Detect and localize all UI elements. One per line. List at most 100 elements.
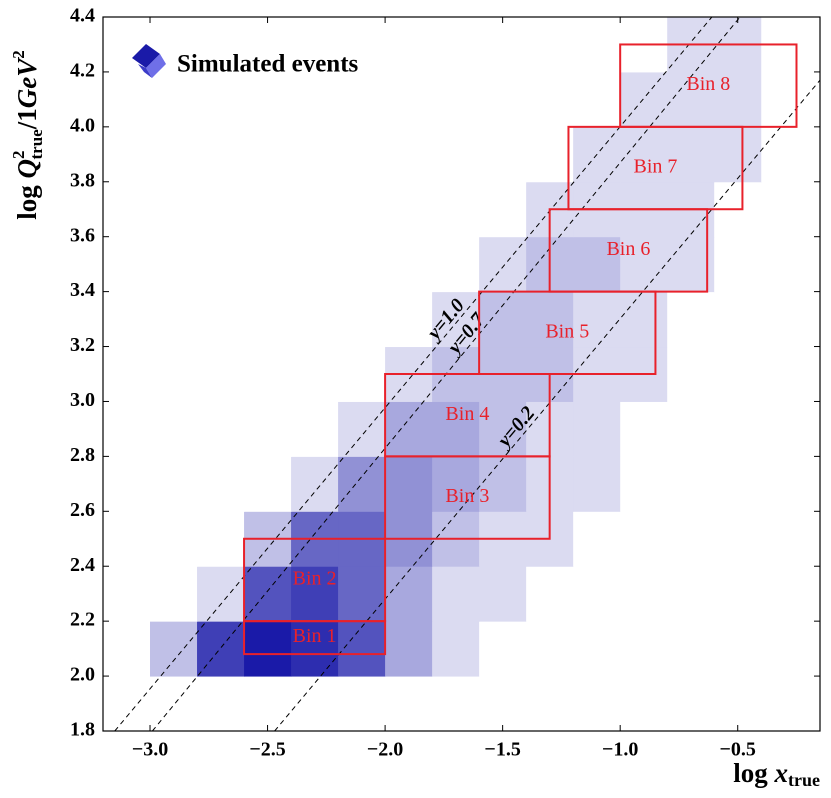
x-axis-label-part: true (788, 770, 820, 790)
heatmap-cell (432, 236, 480, 293)
heatmap-cell (197, 401, 245, 457)
heatmap-cell (761, 181, 809, 238)
heatmap-cell (479, 126, 527, 183)
heatmap-cell (385, 456, 433, 512)
heatmap-cell (338, 456, 386, 512)
y-tick-label: 4.4 (70, 5, 95, 27)
heatmap-cell (526, 17, 574, 73)
heatmap-cell (761, 291, 809, 348)
x-axis-label-part: x (774, 758, 789, 788)
heatmap-cell (620, 126, 668, 183)
heatmap-cell (150, 621, 198, 677)
heatmap-cell (432, 456, 480, 512)
heatmap-cell (244, 456, 292, 512)
heatmap-cell (526, 566, 574, 622)
heatmap-cell (667, 566, 715, 622)
heatmap-cell (620, 71, 668, 128)
heatmap-cell (150, 181, 198, 238)
heatmap-cell (338, 401, 386, 457)
heatmap-cell (620, 566, 668, 622)
x-axis-label-part: log (733, 758, 774, 788)
heatmap-cell (479, 401, 527, 457)
y-tick-label: 3.6 (70, 224, 95, 246)
x-tick-label: −3.0 (132, 739, 168, 761)
y-tick-label: 2.6 (70, 499, 95, 521)
heatmap-cell (573, 401, 621, 457)
x-axis-label: log xtrue (733, 758, 820, 790)
heatmap-cell (761, 236, 809, 293)
heatmap-cell (667, 346, 715, 402)
legend: Simulated events (132, 44, 359, 78)
heatmap-cell (338, 71, 386, 128)
bin-label: Bin 7 (633, 156, 677, 178)
heatmap-cell (385, 621, 433, 677)
heatmap-cell (479, 71, 527, 128)
heatmap-cell (291, 621, 339, 677)
legend-icon (132, 44, 160, 68)
heatmap-cell (291, 291, 339, 348)
heatmap-cell (338, 291, 386, 348)
heatmap-cell (479, 236, 527, 293)
plot-frame (102, 16, 821, 732)
heatmap-cell (761, 621, 809, 677)
heatmap-cell (150, 346, 198, 402)
heatmap-cell (291, 456, 339, 512)
heatmap-cell (526, 291, 574, 348)
heatmap-cell (667, 456, 715, 512)
heatmap-cell (714, 566, 762, 622)
heatmap-cell (291, 346, 339, 402)
heatmap-cell (714, 456, 762, 512)
heatmap-cell (667, 621, 715, 677)
heatmap-cell (197, 456, 245, 512)
heatmap-cell (714, 236, 762, 293)
heatmap-cell (479, 291, 527, 348)
heatmap-cell (432, 621, 480, 677)
heatmap-cell (385, 566, 433, 622)
heatmap-cell (479, 456, 527, 512)
heatmap (150, 17, 809, 677)
heatmap-cell (714, 621, 762, 677)
bin-label: Bin 5 (545, 320, 589, 342)
heatmap-cell (761, 401, 809, 457)
heatmap-cell (150, 71, 198, 128)
heatmap-cell (714, 71, 762, 128)
x-tick-label: −1.5 (484, 739, 520, 761)
heatmap-cell (573, 566, 621, 622)
y-axis-label-part: log (12, 178, 42, 219)
y-tick-label: 4.0 (70, 114, 95, 136)
heatmap-cell (338, 181, 386, 238)
heatmap-cell (714, 346, 762, 402)
heatmap-cell (432, 291, 480, 348)
heatmap-cell (244, 236, 292, 293)
heatmap-cell (338, 236, 386, 293)
heatmap-cell (432, 181, 480, 238)
heatmap-cell (150, 456, 198, 512)
heatmap-cell (620, 621, 668, 677)
heatmap-cell (761, 71, 809, 128)
heatmap-cell (573, 17, 621, 73)
heatmap-cell (761, 566, 809, 622)
heatmap-cell (573, 236, 621, 293)
heatmap-cell (385, 17, 433, 73)
heatmap-cell (667, 401, 715, 457)
heatmap-cell (197, 126, 245, 183)
heatmap-cell (385, 291, 433, 348)
heatmap-cell (338, 17, 386, 73)
y-tick-label: 3.8 (70, 169, 95, 191)
heatmap-cell (197, 236, 245, 293)
heatmap-cell (150, 291, 198, 348)
heatmap-cell (667, 71, 715, 128)
heatmap-cell (197, 566, 245, 622)
legend-icon (138, 64, 152, 78)
bin-box (243, 537, 387, 623)
y-axis-label-part: /1 (12, 108, 42, 130)
heatmap-cell (150, 126, 198, 183)
heatmap-cell (244, 17, 292, 73)
heatmap-cell (761, 456, 809, 512)
heatmap-cell (432, 566, 480, 622)
heatmap-cell (385, 126, 433, 183)
heatmap-cell (291, 126, 339, 183)
kinematic-line (274, 79, 821, 732)
heatmap-cell (291, 181, 339, 238)
